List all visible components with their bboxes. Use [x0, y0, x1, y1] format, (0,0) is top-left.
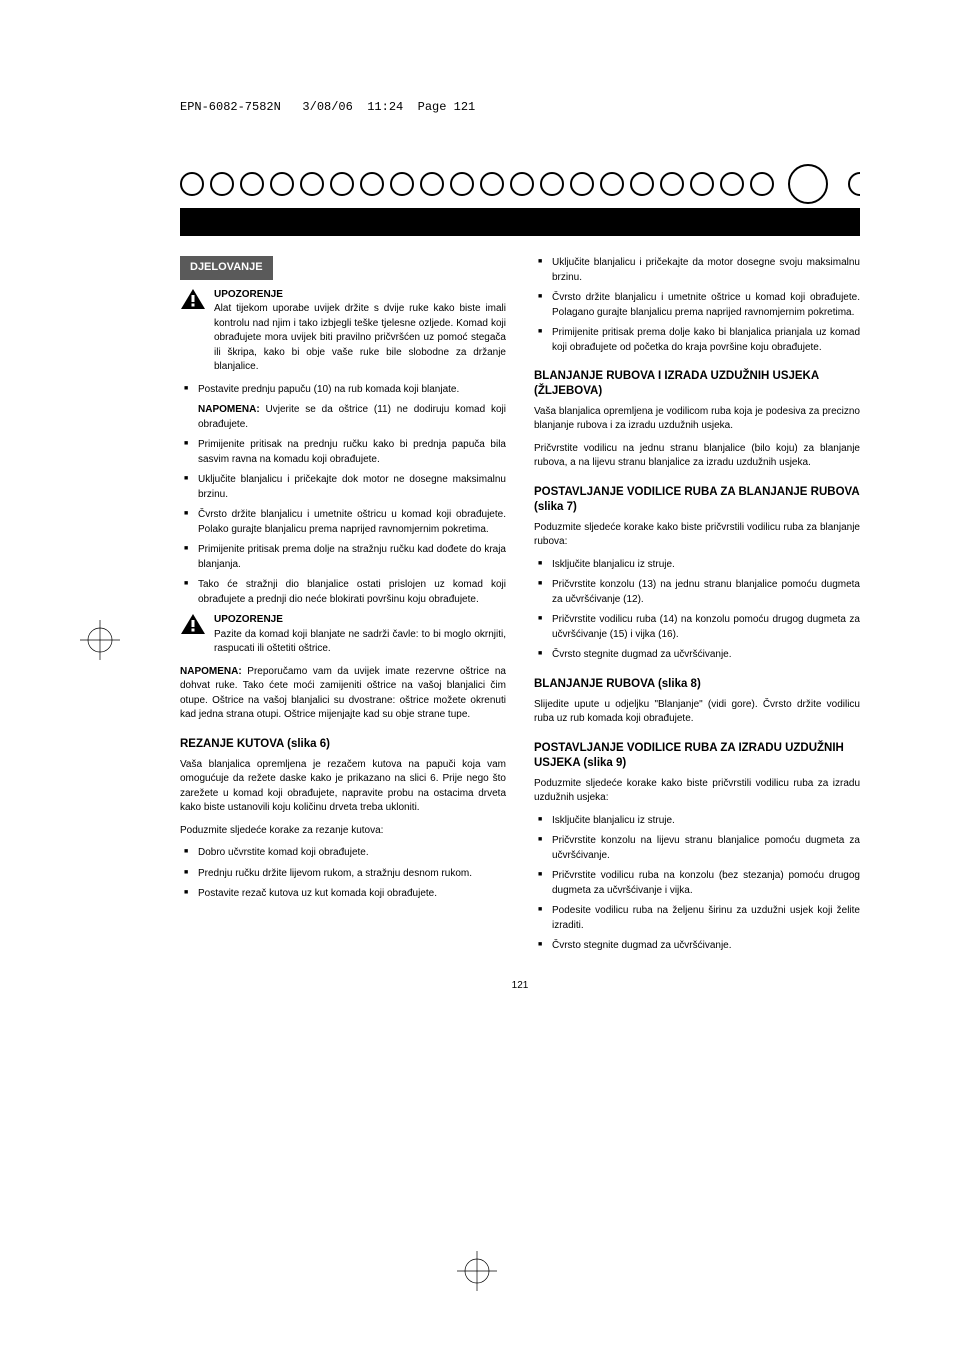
list-item: Pričvrstite konzolu (13) na jednu stranu…	[534, 578, 860, 607]
crop-mark-icon	[457, 1251, 497, 1291]
list-item: Čvrsto držite blanjalicu i umetnite oštr…	[180, 508, 506, 537]
subheading: BLANJANJE RUBOVA I IZRADA UZDUŽNIH USJEK…	[534, 369, 860, 399]
right-column: Uključite blanjalicu i pričekajte da mot…	[534, 256, 860, 960]
list-item: Pričvrstite konzolu na lijevu stranu bla…	[534, 834, 860, 863]
subheading: REZANJE KUTOVA (slika 6)	[180, 737, 506, 752]
list-item: Pričvrstite vodilicu ruba na konzolu (be…	[534, 869, 860, 898]
list-item: Uključite blanjalicu i pričekajte dok mo…	[180, 473, 506, 502]
list-item: Podesite vodilicu ruba na željenu širinu…	[534, 904, 860, 933]
list-item: Tako će stražnji dio blanjalice ostati p…	[180, 578, 506, 607]
list-item: Pričvrstite vodilicu ruba (14) na konzol…	[534, 613, 860, 642]
list-item: Primijenite pritisak prema dolje na stra…	[180, 543, 506, 572]
print-job-header: EPN-6082-7582N 3/08/06 11:24 Page 121	[180, 100, 854, 114]
list-item: Dobro učvrstite komad koji obrađujete.	[180, 846, 506, 861]
list-item: Primijenite pritisak na prednju ručku ka…	[180, 438, 506, 467]
paragraph: Slijedite upute u odjeljku "Blanjanje" (…	[534, 698, 860, 727]
list-item: Uključite blanjalicu i pričekajte da mot…	[534, 256, 860, 285]
list-item: Isključite blanjalicu iz struje.	[534, 814, 860, 829]
list-item: Isključite blanjalicu iz struje.	[534, 558, 860, 573]
left-column: DJELOVANJE UPOZORENJE Alat tijekom upora…	[180, 256, 506, 960]
paragraph: Poduzmite sljedeće korake za rezanje kut…	[180, 824, 506, 839]
paragraph: Vaša blanjalica opremljena je vodilicom …	[534, 405, 860, 434]
crop-mark-icon	[80, 620, 120, 660]
list-item: Prednju ručku držite lijevom rukom, a st…	[180, 867, 506, 882]
paragraph: Poduzmite sljedeće korake kako biste pri…	[534, 777, 860, 806]
subheading: POSTAVLJANJE VODILICE RUBA ZA IZRADU UZD…	[534, 741, 860, 771]
list-item: Primijenite pritisak prema dolje kako bi…	[534, 326, 860, 355]
header-black-bar	[180, 208, 860, 236]
list-item: Čvrsto stegnite dugmad za učvršćivanje.	[534, 648, 860, 663]
subheading: POSTAVLJANJE VODILICE RUBA ZA BLANJANJE …	[534, 485, 860, 515]
warning-body: Pazite da komad koji blanjate ne sadrži …	[214, 629, 506, 655]
paragraph: Poduzmite sljedeće korake kako biste pri…	[534, 521, 860, 550]
list-item: Postavite prednju papuču (10) na rub kom…	[180, 383, 506, 398]
note-text: NAPOMENA: Uvjerite se da oštrice (11) ne…	[180, 403, 506, 432]
list-item: Postavite rezač kutova uz kut komada koj…	[180, 887, 506, 902]
decorative-circle-row	[180, 164, 860, 204]
paragraph: Pričvrstite vodilicu na jednu stranu bla…	[534, 442, 860, 471]
page-number: 121	[180, 980, 860, 991]
subheading: BLANJANJE RUBOVA (slika 8)	[534, 677, 860, 692]
list-item: Čvrsto stegnite dugmad za učvršćivanje.	[534, 939, 860, 954]
paragraph: Vaša blanjalica opremljena je rezačem ku…	[180, 758, 506, 816]
list-item: Čvrsto držite blanjalicu i umetnite oštr…	[534, 291, 860, 320]
warning-title: UPOZORENJE	[214, 288, 506, 303]
warning-icon	[180, 288, 206, 310]
section-heading: DJELOVANJE	[180, 256, 273, 280]
warning-title: UPOZORENJE	[214, 613, 506, 628]
warning-body: Alat tijekom uporabe uvijek držite s dvi…	[214, 303, 506, 372]
note-paragraph: NAPOMENA: Preporučamo vam da uvijek imat…	[180, 665, 506, 723]
warning-icon	[180, 613, 206, 635]
